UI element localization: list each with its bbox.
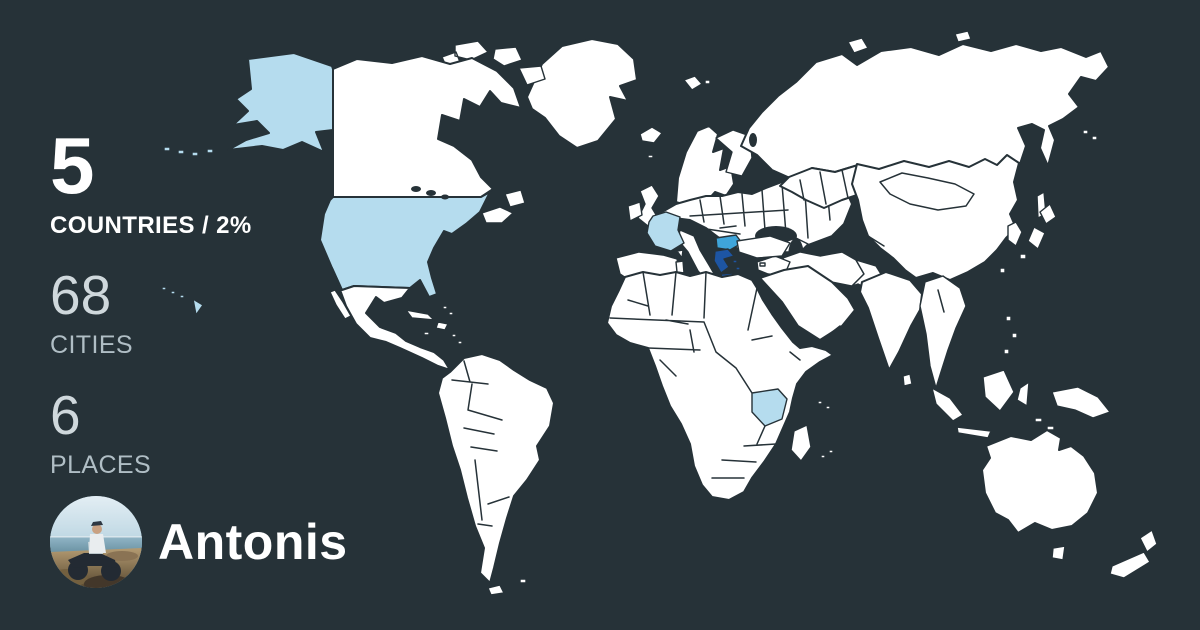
land-new-guinea bbox=[1051, 386, 1111, 419]
hawaii-islands bbox=[161, 286, 204, 316]
land-turkey bbox=[736, 235, 791, 259]
countries-label: COUNTRIES / 2% bbox=[50, 212, 252, 239]
user-profile: Antonis bbox=[50, 496, 348, 588]
land-greece bbox=[713, 248, 735, 274]
land-ireland bbox=[627, 201, 643, 222]
countries-stat: 5 COUNTRIES / 2% bbox=[50, 121, 252, 240]
land-baja-california bbox=[329, 289, 352, 320]
asia-borders bbox=[799, 169, 975, 341]
south-america-borders bbox=[451, 360, 510, 527]
continent-africa bbox=[606, 271, 834, 501]
travel-stats: 5 COUNTRIES / 2% 68 CITIES 6 PLACES bbox=[50, 121, 252, 480]
cities-label: CITIES bbox=[50, 331, 133, 359]
white-sea bbox=[749, 133, 757, 147]
user-name: Antonis bbox=[158, 514, 348, 570]
land-tasmania bbox=[1051, 545, 1066, 561]
land-arabia bbox=[759, 265, 856, 341]
land-china-mongolia bbox=[851, 154, 1020, 281]
land-south-america bbox=[437, 353, 555, 584]
continent-north-america bbox=[161, 38, 638, 371]
user-avatar bbox=[50, 496, 142, 588]
cities-stat: 68 CITIES bbox=[50, 268, 252, 360]
places-count: 6 bbox=[50, 384, 81, 446]
land-mexico-central-america bbox=[331, 267, 451, 371]
cities-count: 68 bbox=[50, 264, 112, 326]
avatar-photo-motorcycle-by-sea bbox=[50, 496, 142, 588]
land-sri-lanka bbox=[902, 373, 913, 387]
great-lake bbox=[411, 186, 421, 192]
land-madagascar bbox=[790, 424, 812, 462]
land-australia bbox=[981, 429, 1099, 534]
land-cyprus bbox=[759, 262, 766, 267]
land-greenland bbox=[526, 38, 638, 149]
land-central-asia bbox=[779, 164, 869, 209]
svalbard-islands bbox=[647, 75, 711, 159]
great-lake bbox=[441, 194, 449, 200]
land-tanzania bbox=[751, 388, 788, 427]
continent-asia bbox=[736, 30, 1111, 439]
continent-oceania bbox=[981, 429, 1158, 579]
land-indochina bbox=[919, 275, 967, 389]
japan-islands bbox=[1019, 203, 1057, 260]
land-africa bbox=[606, 271, 834, 501]
aleutian-islands bbox=[163, 146, 214, 157]
africa-borders bbox=[609, 271, 801, 479]
tierra-del-fuego-falklands bbox=[487, 578, 527, 596]
land-new-zealand bbox=[1109, 529, 1158, 579]
land-alaska bbox=[227, 52, 334, 153]
land-canada bbox=[332, 55, 522, 198]
caribbean-islands bbox=[405, 305, 463, 345]
continent-south-america bbox=[437, 353, 555, 596]
taiwan-philippines-islands bbox=[999, 267, 1018, 355]
land-india bbox=[859, 271, 923, 371]
land-iceland bbox=[639, 126, 663, 144]
places-label: PLACES bbox=[50, 451, 152, 479]
indian-ocean-islands bbox=[817, 400, 834, 459]
places-stat: 6 PLACES bbox=[50, 388, 252, 480]
great-lake bbox=[426, 190, 436, 196]
land-united-states bbox=[319, 191, 491, 298]
land-korea bbox=[1007, 221, 1023, 247]
land-bulgaria bbox=[715, 234, 743, 251]
land-russia bbox=[740, 43, 1110, 179]
land-france bbox=[646, 211, 685, 252]
indonesia-islands bbox=[931, 369, 1055, 439]
countries-count: 5 bbox=[50, 121, 95, 210]
